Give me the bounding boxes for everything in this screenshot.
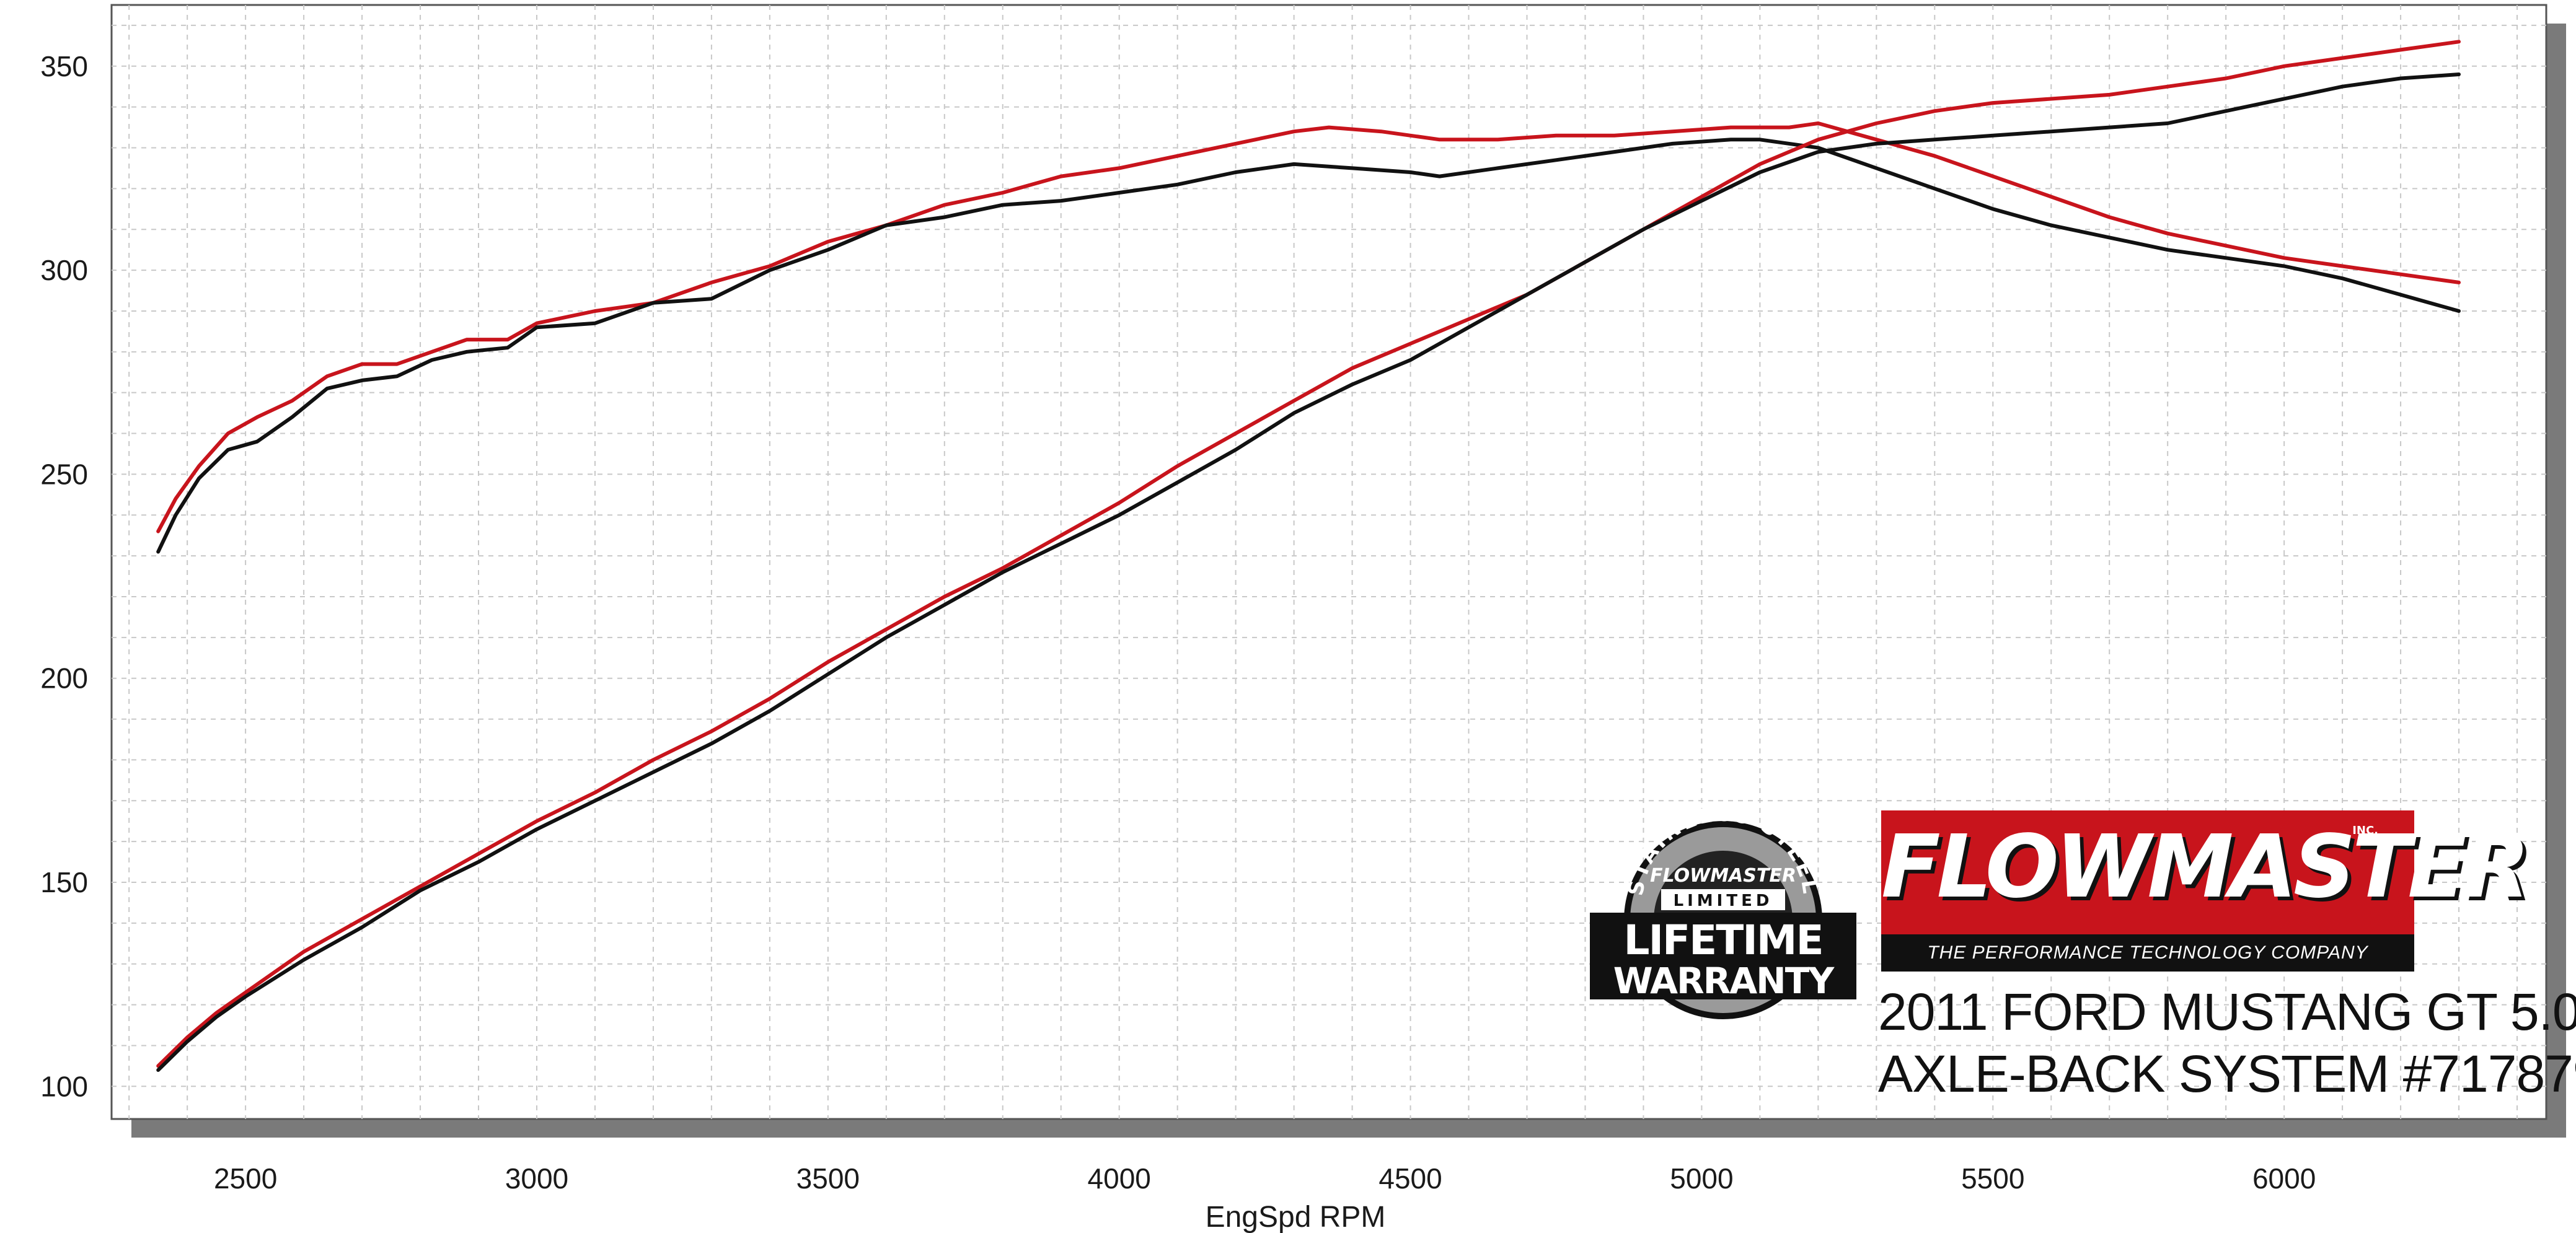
y-tick-label: 100 [40,1070,88,1102]
y-tick-label: 150 [40,866,88,898]
caption-vehicle: 2011 FORD MUSTANG GT 5.0L [1878,983,2576,1041]
x-tick-label: 2500 [214,1162,277,1195]
x-tick-label: 6000 [2252,1162,2316,1195]
series-line-1 [156,121,2461,533]
series-line-4 [156,72,2461,1072]
x-tick-label: 5000 [1670,1162,1733,1195]
brand-inc: INC. [2352,824,2378,837]
y-tick-label: 200 [40,662,88,695]
x-axis-label: EngSpd RPM [1206,1201,1386,1233]
x-tick-label: 4000 [1088,1162,1151,1195]
grid-lines [112,5,2546,1119]
caption-system: AXLE-BACK SYSTEM #717879 [1878,1045,2576,1103]
flowmaster-logo-tagline-bar: THE PERFORMANCE TECHNOLOGY COMPANY [1881,934,2414,972]
lifetime-warranty-logo: STAINLESS STEEL FLOWMASTER LIMITED LIFET… [1590,809,1856,1019]
x-tick-label: 5500 [1961,1162,2024,1195]
x-tick-label: 3000 [505,1162,568,1195]
brand-name: FLOWMASTER [1881,817,2530,918]
y-tick-labels: 100 150 200 250 300 350 [40,50,88,1103]
series-line-3 [156,40,2461,1068]
series-lines [156,40,2461,1072]
y-tick-label: 350 [40,50,88,82]
svg-text:LIMITED: LIMITED [1674,892,1773,910]
y-tick-label: 250 [40,458,88,490]
flowmaster-logo-red-panel: FLOWMASTER INC. [1881,810,2530,934]
x-tick-labels: 2500 3000 3500 4000 4500 5000 5500 6000 [214,1162,2316,1195]
svg-text:FLOWMASTER: FLOWMASTER [1650,865,1796,887]
svg-text:WARRANTY: WARRANTY [1613,960,1835,1002]
series-line-2 [156,138,2461,554]
flowmaster-logo: FLOWMASTER INC. THE PERFORMANCE TECHNOLO… [1881,810,2530,972]
x-tick-label: 3500 [796,1162,860,1195]
brand-tagline: THE PERFORMANCE TECHNOLOGY COMPANY [1927,942,2368,963]
svg-text:LIFETIME: LIFETIME [1623,916,1822,964]
y-tick-label: 300 [40,254,88,286]
x-tick-label: 4500 [1378,1162,1442,1195]
